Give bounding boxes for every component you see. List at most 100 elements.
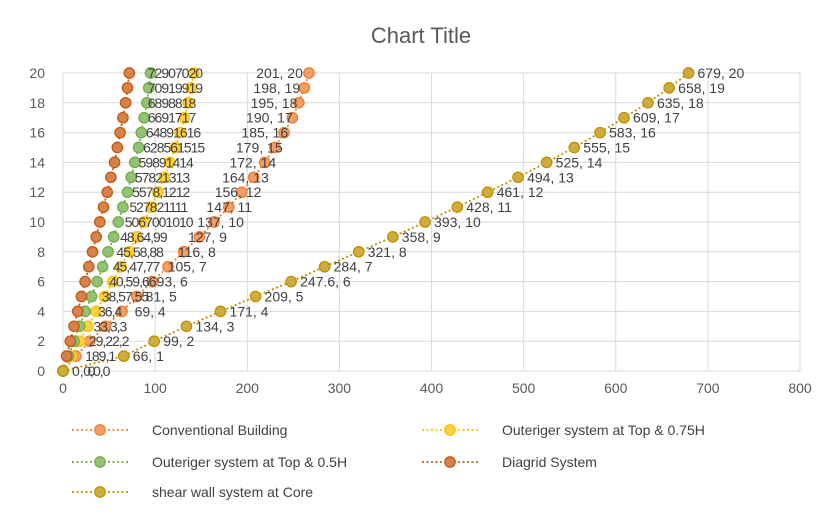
y-tick-label: 0 [37,363,45,379]
data-point [482,187,492,197]
data-point [95,217,105,227]
data-point [452,202,462,212]
legend-marker [95,457,105,467]
data-point [61,351,71,361]
data-point [319,262,329,272]
data-label: 156, 12 [215,184,262,200]
legend-label: Conventional Building [152,422,287,438]
data-point [98,202,108,212]
y-tick-label: 6 [37,274,45,290]
overlapping-data-label: 72907020 [148,65,204,81]
data-label: 105, 7 [168,259,207,275]
data-point [65,336,75,346]
data-point [103,247,113,257]
data-label: 555, 15 [583,140,630,156]
legend-marker [445,425,455,435]
overlapping-data-label: 189,1 [85,348,116,364]
data-label: 171, 4 [230,303,269,319]
y-tick-label: 8 [37,244,45,260]
data-point [513,172,523,182]
x-tick-label: 800 [788,380,812,396]
data-label: 185, 16 [241,125,288,141]
data-point [113,217,123,227]
data-label: 179, 15 [236,140,283,156]
data-point [664,83,674,93]
data-label: 164, 13 [222,169,269,185]
data-label: 321, 8 [368,244,407,260]
y-tick-label: 2 [37,333,45,349]
data-point [108,232,118,242]
data-label: 393, 10 [434,214,481,230]
data-label: 209, 5 [265,289,304,305]
overlapping-data-label: 6898818 [148,95,197,111]
data-point [149,336,159,346]
data-label: 198, 19 [253,80,300,96]
x-tick-label: 200 [236,380,260,396]
y-tick-label: 14 [29,154,45,170]
data-label: 461, 12 [497,184,544,200]
data-point [106,172,116,182]
overlapping-data-label: 0,0,0 [83,363,110,379]
data-label: 116, 8 [178,244,216,260]
overlapping-data-label: 45,47,77 [113,259,161,275]
data-point [250,291,260,301]
data-label: 66, 1 [133,348,164,364]
data-point [92,276,102,286]
overlapping-data-label: 40,59,66 [109,274,157,290]
overlapping-data-label: 57821313 [135,169,191,185]
data-label: 195, 18 [251,95,298,111]
data-point [119,351,129,361]
legend-marker [95,425,105,435]
data-point [86,291,96,301]
x-tick-label: 100 [143,380,167,396]
data-label: 679, 20 [698,65,745,81]
data-label: 358, 9 [402,229,441,245]
data-point [115,127,125,137]
data-point [118,202,128,212]
overlapping-data-label: 5578,1212 [132,184,190,200]
data-label: 525, 14 [556,154,603,170]
data-label: 201, 20 [256,65,303,81]
legend-marker [95,487,105,497]
data-point [84,262,94,272]
overlapping-data-label: 527821111 [129,199,188,215]
overlapping-data-label: 33,3,3 [93,318,127,334]
legend-label: Outeriger system at Top & 0.5H [152,454,347,470]
data-point [643,98,653,108]
data-point [683,68,693,78]
data-point [102,187,112,197]
data-label: 172, 14 [229,154,276,170]
overlapping-data-label: 48,64,99 [120,229,168,245]
x-tick-label: 700 [696,380,720,396]
data-point [112,142,122,152]
overlapping-data-label: 70919919 [148,80,204,96]
data-label: 635, 18 [657,95,704,111]
data-point [97,262,107,272]
data-label: 247.6, 6 [300,274,351,290]
data-point [69,321,79,331]
y-tick-label: 12 [29,184,45,200]
data-point [388,232,398,242]
data-point [122,83,132,93]
data-label: 147, 11 [206,199,252,215]
data-point [87,247,97,257]
legend-label: shear wall system at Core [152,484,313,500]
data-point [619,113,629,123]
data-label: 428, 11 [466,199,512,215]
data-point [80,276,90,286]
overlapping-data-label: 64891616 [146,125,202,141]
x-tick-label: 600 [604,380,628,396]
data-point [304,68,314,78]
data-point [109,157,119,167]
y-tick-label: 10 [29,214,45,230]
overlapping-data-label: 36,4 [98,303,122,319]
data-point [541,157,551,167]
data-label: 127, 9 [188,229,227,245]
data-label: 81, 5 [146,289,177,305]
legend-label: Outeriger system at Top & 0.75H [502,422,705,438]
data-point [354,247,364,257]
data-point [124,68,134,78]
x-tick-label: 0 [59,380,67,396]
data-point [181,321,191,331]
data-point [58,366,68,376]
